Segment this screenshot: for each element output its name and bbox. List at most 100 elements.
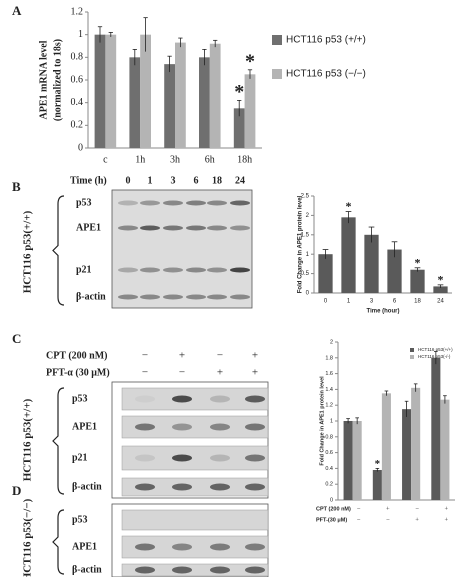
x-tick-label: 0 xyxy=(324,299,328,305)
blot-band xyxy=(210,483,230,491)
blot-header: Time (h) xyxy=(70,175,107,186)
y-tick-label: 0.2 xyxy=(71,120,84,131)
row-label: APE1 xyxy=(76,222,101,233)
bar xyxy=(410,269,425,293)
x-tick-label: 1h xyxy=(135,154,145,165)
cell-line-label: HCT116 p53(−/−) xyxy=(22,498,34,577)
blot-band xyxy=(230,225,250,231)
brace xyxy=(52,195,65,306)
y-axis-label: (normalized to 18s) xyxy=(52,39,63,121)
legend-swatch xyxy=(410,355,414,359)
blot-strip xyxy=(121,387,269,411)
row-label: p21 xyxy=(72,452,88,463)
y-tick-label: 0.4 xyxy=(71,97,84,108)
cell-line-label: HCT116 p53(+/+) xyxy=(22,210,34,293)
condition-sign: − xyxy=(142,350,148,362)
y-tick-label: 1.6 xyxy=(325,371,333,377)
blot-band xyxy=(245,395,265,403)
lane-label: 0 xyxy=(126,175,131,186)
row-label: β-actin xyxy=(76,291,106,302)
annotation: * xyxy=(234,81,244,103)
y-tick-label: 0 xyxy=(330,497,333,503)
blot-strip xyxy=(121,535,269,559)
blot-band xyxy=(172,423,192,431)
blot-frame xyxy=(111,189,253,309)
condition-sign: + xyxy=(445,516,449,523)
condition-sign: − xyxy=(217,350,223,362)
bar xyxy=(352,421,362,500)
blot-band xyxy=(210,395,230,403)
blot-band xyxy=(172,483,192,491)
row-label: APE1 xyxy=(72,421,97,432)
panel-letter: B xyxy=(12,179,21,194)
blot-band xyxy=(245,423,265,431)
legend-label: HCT116 p53(+/+) xyxy=(418,347,453,352)
condition-sign: + xyxy=(252,367,258,379)
panel-letter: A xyxy=(12,3,22,18)
blot-band xyxy=(135,395,155,403)
bar xyxy=(402,409,412,500)
bar xyxy=(440,399,450,500)
y-tick-label: 1.2 xyxy=(325,403,333,409)
panel-letter: D xyxy=(12,483,21,498)
blot-band xyxy=(230,200,250,206)
blot-band xyxy=(135,543,155,551)
y-tick-label: 1 xyxy=(330,418,333,424)
blot-band xyxy=(186,267,206,273)
blot-band xyxy=(118,200,138,206)
annotation: * xyxy=(245,50,255,72)
condition-label: CPT (200 nM) xyxy=(46,350,107,361)
x-axis-label: Time (hour) xyxy=(367,309,400,315)
x-tick-label: 3 xyxy=(370,299,374,305)
blot-band xyxy=(118,294,138,300)
legend-label: HCT116 p53 (+/+) xyxy=(286,35,366,46)
legend-label: HCT116 p53(-/-) xyxy=(418,354,451,359)
y-tick-label: 0 xyxy=(78,142,83,153)
blot-band xyxy=(172,395,192,403)
blot-band xyxy=(135,423,155,431)
blot-band xyxy=(172,454,192,462)
y-tick-label: 0.4 xyxy=(325,466,333,472)
x-tick-label: 3h xyxy=(170,154,180,165)
blot-band xyxy=(140,267,160,273)
condition-sign: + xyxy=(179,350,185,362)
bar xyxy=(411,387,421,500)
bar xyxy=(372,469,382,500)
bar xyxy=(364,234,379,293)
blot-band xyxy=(245,566,265,574)
lane-label: 6 xyxy=(194,175,199,186)
brace xyxy=(52,509,65,575)
y-axis-label: APE1 mRNA level xyxy=(38,40,49,119)
bar xyxy=(105,34,117,148)
condition-sign: − xyxy=(357,505,361,512)
y-tick-label: 1 xyxy=(78,29,83,40)
bar xyxy=(381,393,391,500)
blot-band xyxy=(163,294,183,300)
y-tick-label: 2 xyxy=(306,213,310,219)
y-tick-label: 1.2 xyxy=(71,6,84,17)
y-tick-label: 0.6 xyxy=(71,74,84,85)
blot-band xyxy=(163,200,183,206)
blot-strip xyxy=(121,415,269,439)
x-tick-label: 24 xyxy=(437,299,444,305)
y-tick-label: 2 xyxy=(330,339,333,345)
blot-band xyxy=(245,543,265,551)
cell-line-label: HCT116 p53(+/+) xyxy=(22,398,34,481)
annotation: * xyxy=(415,255,421,269)
blot-band xyxy=(210,454,230,462)
blot-band xyxy=(118,267,138,273)
blot-band xyxy=(230,294,250,300)
bar xyxy=(341,217,356,293)
blot-band xyxy=(207,225,227,231)
blot-strip xyxy=(121,477,269,497)
row-label: APE1 xyxy=(72,541,97,552)
x-tick-label: 6h xyxy=(205,154,215,165)
y-tick-label: 1.4 xyxy=(325,387,333,393)
annotation: * xyxy=(438,272,444,286)
y-tick-label: 1 xyxy=(306,252,310,258)
lane-label: 3 xyxy=(171,175,176,186)
y-tick-label: 0.5 xyxy=(301,271,310,277)
blot-band xyxy=(245,454,265,462)
y-axis-label: Fold Change in APE1 protein level xyxy=(319,376,325,466)
